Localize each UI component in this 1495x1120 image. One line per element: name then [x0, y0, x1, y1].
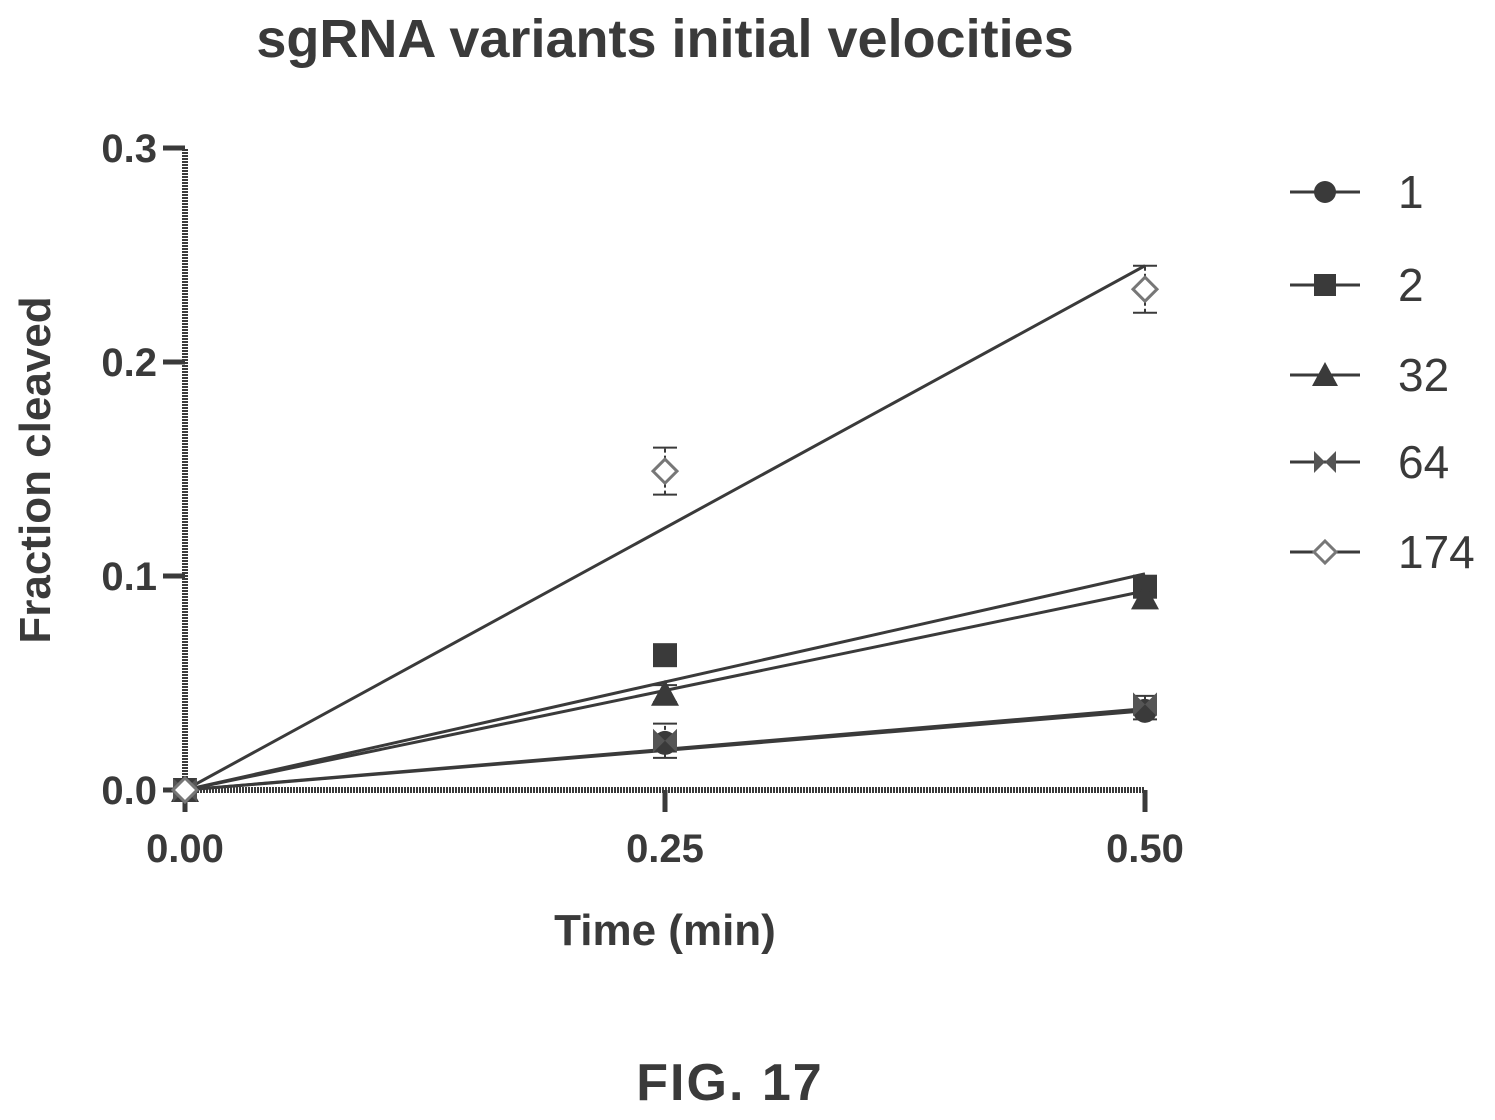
- data-point-2: [653, 643, 677, 668]
- x-tick-label: 0.00: [146, 827, 224, 871]
- legend-marker-174: [1311, 538, 1339, 566]
- data-point-64: [1133, 692, 1157, 717]
- data-point-174: [650, 457, 680, 486]
- x-tick-label: 0.25: [626, 827, 704, 871]
- legend-label-32: 32: [1398, 349, 1449, 401]
- data-point-32: [1131, 583, 1159, 610]
- data-point-174: [170, 775, 200, 805]
- y-axis-label: Fraction cleaved: [11, 296, 60, 643]
- legend-label-64: 64: [1398, 436, 1449, 488]
- x-tick-label: 0.50: [1106, 827, 1184, 871]
- legend-label-1: 1: [1398, 166, 1424, 218]
- x-axis-label: Time (min): [554, 906, 776, 955]
- y-tick-label: 0.1: [101, 555, 157, 599]
- chart-title: sgRNA variants initial velocities: [256, 9, 1073, 69]
- legend-marker-32: [1312, 362, 1338, 386]
- fit-line-174: [184, 264, 1146, 792]
- y-tick-label: 0.2: [101, 341, 157, 385]
- y-tick-label: 0.0: [101, 769, 157, 813]
- legend-label-174: 174: [1398, 526, 1475, 578]
- figure-caption: FIG. 17: [636, 1054, 823, 1112]
- data-point-32: [651, 679, 679, 706]
- legend-label-2: 2: [1398, 259, 1424, 311]
- legend-marker-2: [1314, 274, 1336, 296]
- data-point-64: [653, 728, 677, 753]
- legend-marker-64: [1314, 451, 1336, 473]
- legend-marker-1: [1314, 181, 1336, 203]
- legend: 1 2 32 64 174: [1290, 166, 1475, 578]
- y-tick-label: 0.3: [101, 127, 157, 171]
- data-point-174: [1130, 275, 1160, 304]
